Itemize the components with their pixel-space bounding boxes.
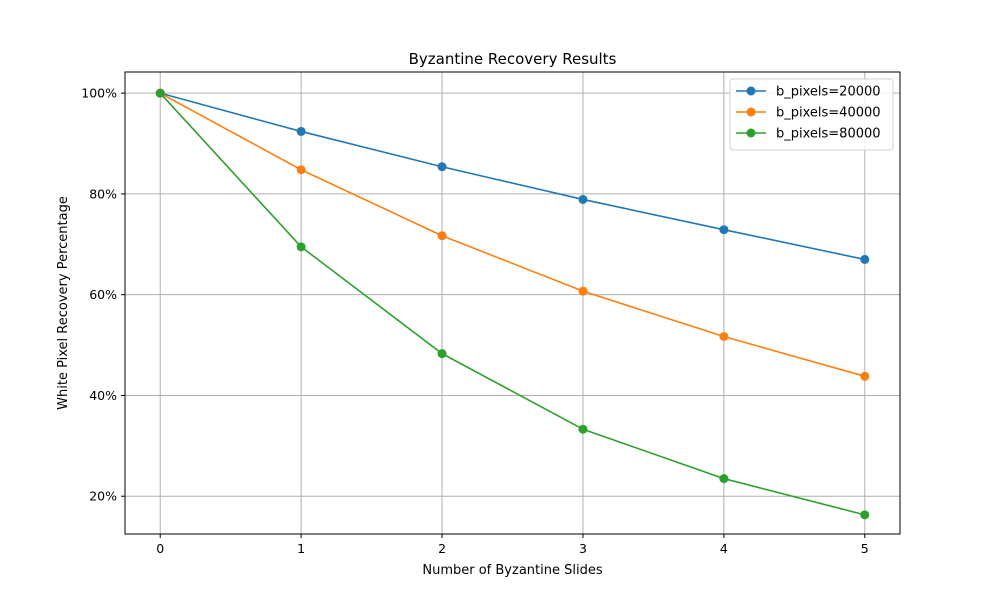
x-tick-label: 0 [156,541,164,556]
series-line [159,92,865,378]
data-point [578,424,588,434]
series-line [160,92,865,261]
data-point [719,474,729,484]
legend-swatch-marker [746,128,756,138]
legend: b_pixels=20000 b_pixels=40000 b_pixels=800… [729,78,894,151]
series-line [159,92,865,516]
y-tick-label: 60% [89,287,117,302]
data-point [578,286,588,296]
y-tick-label: 40% [89,388,117,403]
y-tick-label: 80% [89,186,117,201]
data-point [437,349,447,359]
y-axis-label: White Pixel Recovery Percentage [56,196,71,410]
data-point [437,231,447,241]
axis-ticks: 0 1 2 3 4 5 20% 40% 60% 80% 100% [81,86,868,556]
data-point [296,126,306,136]
y-tick-label: 100% [81,86,117,101]
legend-label: b_pixels=20000 [776,85,881,100]
legend-swatch-marker [746,107,756,117]
data-point [296,165,306,175]
data-point [296,242,306,252]
legend-label: b_pixels=80000 [776,127,881,142]
x-tick-label: 2 [438,541,446,556]
data-point [719,332,729,342]
chart-title: Byzantine Recovery Results [409,50,617,68]
data-point [578,194,588,204]
data-point [860,510,870,520]
legend-label: b_pixels=40000 [776,106,881,121]
data-point [860,371,870,381]
plot-area [124,71,901,535]
x-tick-label: 5 [861,541,869,556]
x-tick-label: 4 [720,541,728,556]
y-tick-label: 20% [89,489,117,504]
x-tick-label: 3 [579,541,587,556]
x-tick-label: 1 [297,541,305,556]
series [155,88,870,520]
data-point [719,225,729,235]
data-point [437,162,447,172]
data-point [155,88,165,98]
x-axis-label: Number of Byzantine Slides [422,563,602,578]
data-point [860,254,870,264]
legend-swatch-marker [746,86,756,96]
legend-box [729,78,894,151]
